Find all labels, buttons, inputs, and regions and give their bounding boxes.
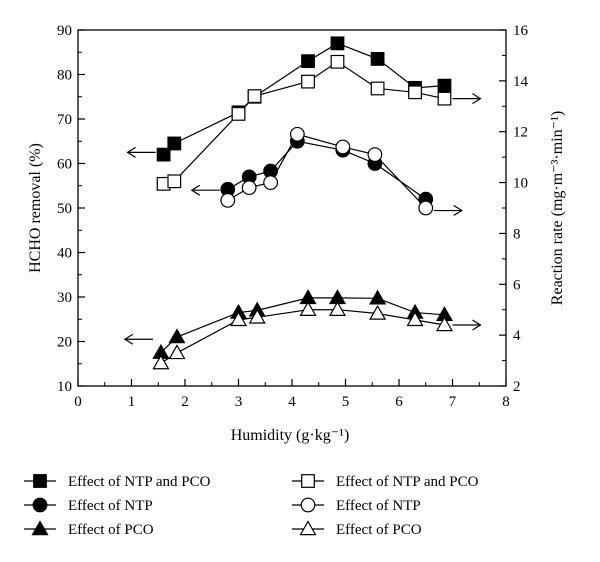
right-y-axis-ticks: 2 4 6 8 10 12 14 16 <box>499 23 529 395</box>
data-point <box>328 301 347 316</box>
data-point <box>152 354 170 370</box>
series-layer <box>123 36 482 370</box>
right-axis-arrow-head <box>472 93 482 105</box>
series-triangle-open <box>152 301 482 370</box>
x-tick-label: 1 <box>128 394 136 410</box>
data-point <box>167 174 182 189</box>
x-tick-label: 0 <box>74 394 82 410</box>
right-y-tick-label: 8 <box>513 226 521 242</box>
right-y-tick-label: 16 <box>513 23 529 39</box>
legend-label: Effect of NTP and PCO <box>68 474 211 490</box>
data-point <box>220 192 236 208</box>
right-axis-arrow-head <box>472 319 482 331</box>
right-axis-arrow-head <box>453 205 463 217</box>
left-axis-arrow-head <box>190 184 201 196</box>
legend-label: Effect of PCO <box>336 522 422 538</box>
data-point <box>370 81 385 96</box>
left-y-tick-label: 20 <box>57 335 72 351</box>
data-point <box>437 91 452 106</box>
left-y-tick-label: 90 <box>57 23 72 39</box>
data-point <box>418 200 434 216</box>
data-point <box>330 54 345 69</box>
data-point <box>247 89 262 104</box>
x-tick-label: 2 <box>181 394 189 410</box>
right-y-tick-label: 12 <box>513 125 528 141</box>
legend-marker <box>300 497 316 513</box>
data-point <box>406 311 424 327</box>
x-axis-title: Humidity (g·kg⁻¹) <box>231 427 350 444</box>
data-point <box>263 175 279 190</box>
legend-marker <box>301 474 315 488</box>
left-y-axis-ticks: 10 20 30 40 50 60 70 80 90 <box>57 23 85 395</box>
x-tick-label: 3 <box>235 394 243 410</box>
left-y-axis-title: HCHO removal (%) <box>27 143 44 273</box>
data-point <box>289 126 305 142</box>
right-y-tick-label: 10 <box>513 176 528 192</box>
x-axis-ticks: 0 1 2 3 4 5 6 7 8 <box>74 379 510 410</box>
data-point <box>330 36 345 51</box>
series-circle-open <box>220 126 463 217</box>
series-line <box>160 309 445 364</box>
left-y-tick-label: 30 <box>57 290 72 306</box>
legend-label: Effect of NTP and PCO <box>336 474 479 490</box>
x-tick-label: 6 <box>395 394 403 410</box>
legend-marker <box>33 474 47 488</box>
legend-marker <box>31 520 49 536</box>
data-point <box>168 344 186 360</box>
series-line <box>227 133 427 209</box>
legend-marker <box>32 497 48 513</box>
series-square-open <box>156 54 482 191</box>
x-tick-label: 5 <box>342 394 350 410</box>
data-point <box>229 311 248 327</box>
right-y-tick-label: 2 <box>513 379 521 395</box>
right-y-tick-label: 4 <box>513 328 521 344</box>
left-y-tick-label: 50 <box>57 201 72 217</box>
series-triangle-filled <box>123 289 454 359</box>
data-point <box>241 180 257 196</box>
data-point <box>335 139 351 155</box>
left-axis-arrow-head <box>126 146 136 158</box>
data-point <box>369 289 387 305</box>
data-point <box>301 54 315 69</box>
x-tick-label: 7 <box>449 394 457 410</box>
left-axis-arrow-head <box>123 333 134 345</box>
left-y-tick-label: 10 <box>57 379 72 395</box>
data-point <box>367 147 383 163</box>
data-point <box>370 52 385 66</box>
data-point <box>437 78 452 93</box>
series-square-filled <box>126 36 452 162</box>
data-point <box>408 85 422 100</box>
right-y-axis-title: Reaction rate (mg·m⁻³·min⁻¹) <box>549 111 566 305</box>
right-y-tick-label: 14 <box>513 74 529 90</box>
legend-marker <box>299 520 317 536</box>
data-point <box>299 301 317 316</box>
series-line <box>160 297 445 354</box>
legend-label: Effect of PCO <box>68 522 154 538</box>
data-point <box>231 107 246 121</box>
data-point <box>248 308 266 324</box>
data-point <box>301 74 315 89</box>
data-point <box>168 328 186 344</box>
left-y-tick-label: 40 <box>57 246 72 262</box>
left-y-tick-label: 70 <box>57 112 72 128</box>
data-point <box>369 304 387 320</box>
x-tick-label: 4 <box>288 394 296 410</box>
left-y-tick-label: 80 <box>57 68 72 84</box>
series-line <box>227 140 427 200</box>
legend: Effect of NTP and PCO Effect of NTP Effect… <box>24 474 479 538</box>
left-y-tick-label: 60 <box>57 157 72 173</box>
data-point <box>435 316 454 332</box>
legend-label: Effect of NTP <box>68 498 153 514</box>
x-tick-label: 8 <box>502 394 510 410</box>
data-point <box>167 136 182 151</box>
right-y-tick-label: 6 <box>513 277 521 293</box>
data-point <box>156 147 171 162</box>
legend-label: Effect of NTP <box>336 498 421 514</box>
